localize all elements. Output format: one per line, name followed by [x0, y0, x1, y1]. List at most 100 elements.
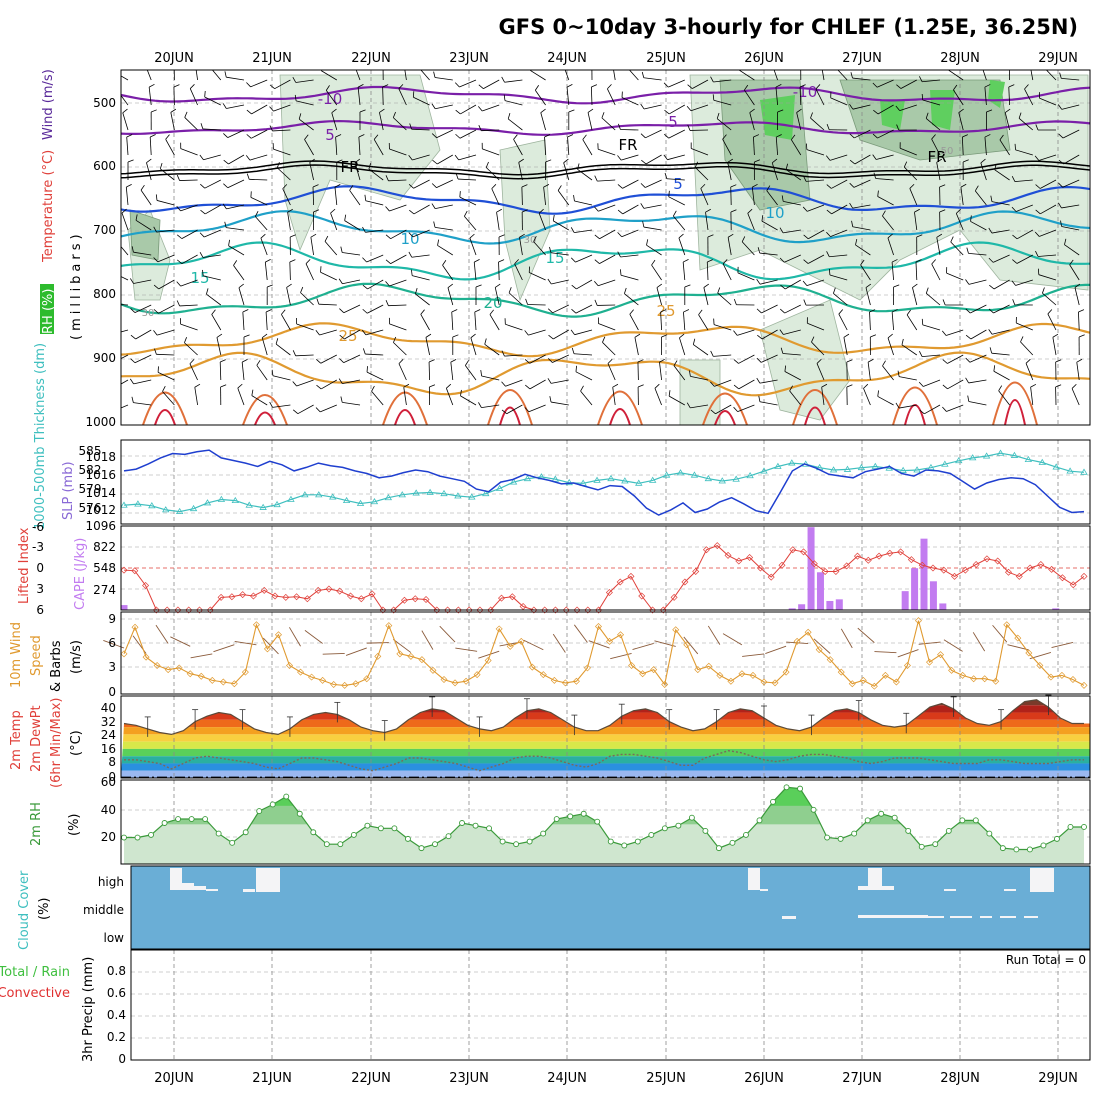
wind-barb — [507, 118, 523, 131]
wind-barb — [597, 179, 616, 182]
wind-barb — [298, 113, 302, 120]
wind-barb — [156, 229, 175, 233]
wind-barb — [204, 96, 221, 106]
wind-barb — [228, 154, 245, 165]
lifted-index-point — [735, 557, 743, 565]
wind-barb — [715, 404, 732, 415]
lifted-index-point — [498, 594, 506, 602]
wind-barb — [344, 329, 361, 340]
wind-barb — [550, 252, 569, 256]
wind-speed-point — [528, 663, 536, 671]
wind-barb — [126, 137, 129, 156]
wind-barb — [315, 407, 321, 413]
wind-barb — [897, 649, 919, 658]
wind-barb — [607, 358, 613, 364]
wind-barb — [1055, 384, 1062, 388]
wind-barb — [617, 251, 621, 258]
cloud-block — [1004, 889, 1016, 891]
wind-barb — [287, 212, 291, 231]
wind-barb — [660, 312, 662, 331]
wind-barb — [867, 358, 874, 363]
wind-barb — [342, 252, 361, 256]
thickness-point — [370, 498, 379, 505]
wind-barb — [849, 133, 855, 139]
thickness-point — [704, 474, 713, 482]
wind-barb — [557, 185, 562, 191]
wind-barb — [637, 359, 644, 363]
wind-barb — [965, 357, 971, 363]
wind-barb — [875, 178, 894, 181]
wind-barb — [713, 99, 732, 106]
rh-area — [124, 787, 1084, 864]
cape-bar — [1052, 608, 1060, 610]
wind-barb — [645, 179, 662, 188]
wind-barb — [549, 246, 552, 253]
rh-point — [688, 814, 695, 821]
wind-barb — [206, 293, 222, 306]
wind-barb — [909, 183, 915, 189]
wind-barb — [547, 278, 552, 285]
wind-barb — [504, 354, 523, 357]
wind-barb — [211, 309, 216, 315]
wind-barb — [752, 183, 758, 188]
wind-barb — [965, 279, 970, 285]
wind-barb — [599, 254, 616, 264]
wind-barb — [494, 287, 500, 306]
wind-barb — [325, 90, 338, 106]
wind-barb — [618, 123, 621, 130]
wind-barb — [553, 329, 569, 340]
rh-point — [918, 843, 925, 850]
wind-barb — [607, 88, 616, 106]
thickness-point — [1024, 455, 1033, 462]
wind-barb — [722, 263, 732, 281]
wind-barb — [970, 329, 987, 340]
wind-barb — [107, 408, 111, 412]
wind-barb — [506, 404, 523, 415]
thickness-point — [203, 499, 212, 506]
rh-point — [540, 830, 547, 837]
wind-barb — [127, 159, 134, 163]
temperature-contour — [242, 394, 288, 425]
rh-point — [1054, 835, 1060, 842]
wind-barb — [617, 155, 622, 161]
wind-barb — [437, 239, 440, 246]
wind-speed-point — [694, 666, 702, 674]
wind-barb — [999, 134, 1004, 141]
wind-barb — [970, 304, 987, 314]
lifted-index-point — [810, 560, 818, 568]
temperature-contour — [597, 390, 643, 425]
wind-barb — [460, 395, 477, 406]
wind-barb — [557, 190, 570, 206]
thickness-point — [328, 493, 337, 500]
lifted-index-tick: 0 — [36, 561, 44, 575]
wind-barb — [831, 179, 848, 189]
lifted-index-point — [886, 549, 894, 557]
wind-barb — [594, 234, 600, 240]
wind-barb — [226, 76, 245, 81]
wind-barb — [570, 329, 575, 335]
lifted-index-point — [875, 552, 883, 560]
wind-barb — [705, 212, 709, 231]
wind-barb — [984, 134, 991, 138]
wind-barb — [437, 245, 454, 256]
wind-barb — [622, 179, 639, 189]
wind-barb — [415, 288, 418, 295]
wind-barb — [543, 187, 546, 206]
wind-barb — [999, 139, 1010, 156]
wind-barb — [478, 106, 483, 112]
wind-barb — [739, 70, 755, 81]
wind-barb — [254, 210, 259, 217]
wind-barb — [437, 154, 453, 165]
wind-speed-point — [297, 668, 305, 676]
wind-barb — [442, 264, 454, 281]
wind-barb — [811, 341, 825, 356]
wind-barb — [504, 100, 523, 106]
wind-barb — [620, 129, 639, 131]
wind-barb — [682, 259, 689, 263]
lifted-index-point — [929, 564, 937, 572]
wind-barb — [331, 112, 338, 131]
wind-barb — [943, 639, 963, 652]
wind-barb — [447, 287, 454, 306]
lifted-index-point — [573, 606, 581, 614]
wind-speed-point — [175, 664, 183, 672]
